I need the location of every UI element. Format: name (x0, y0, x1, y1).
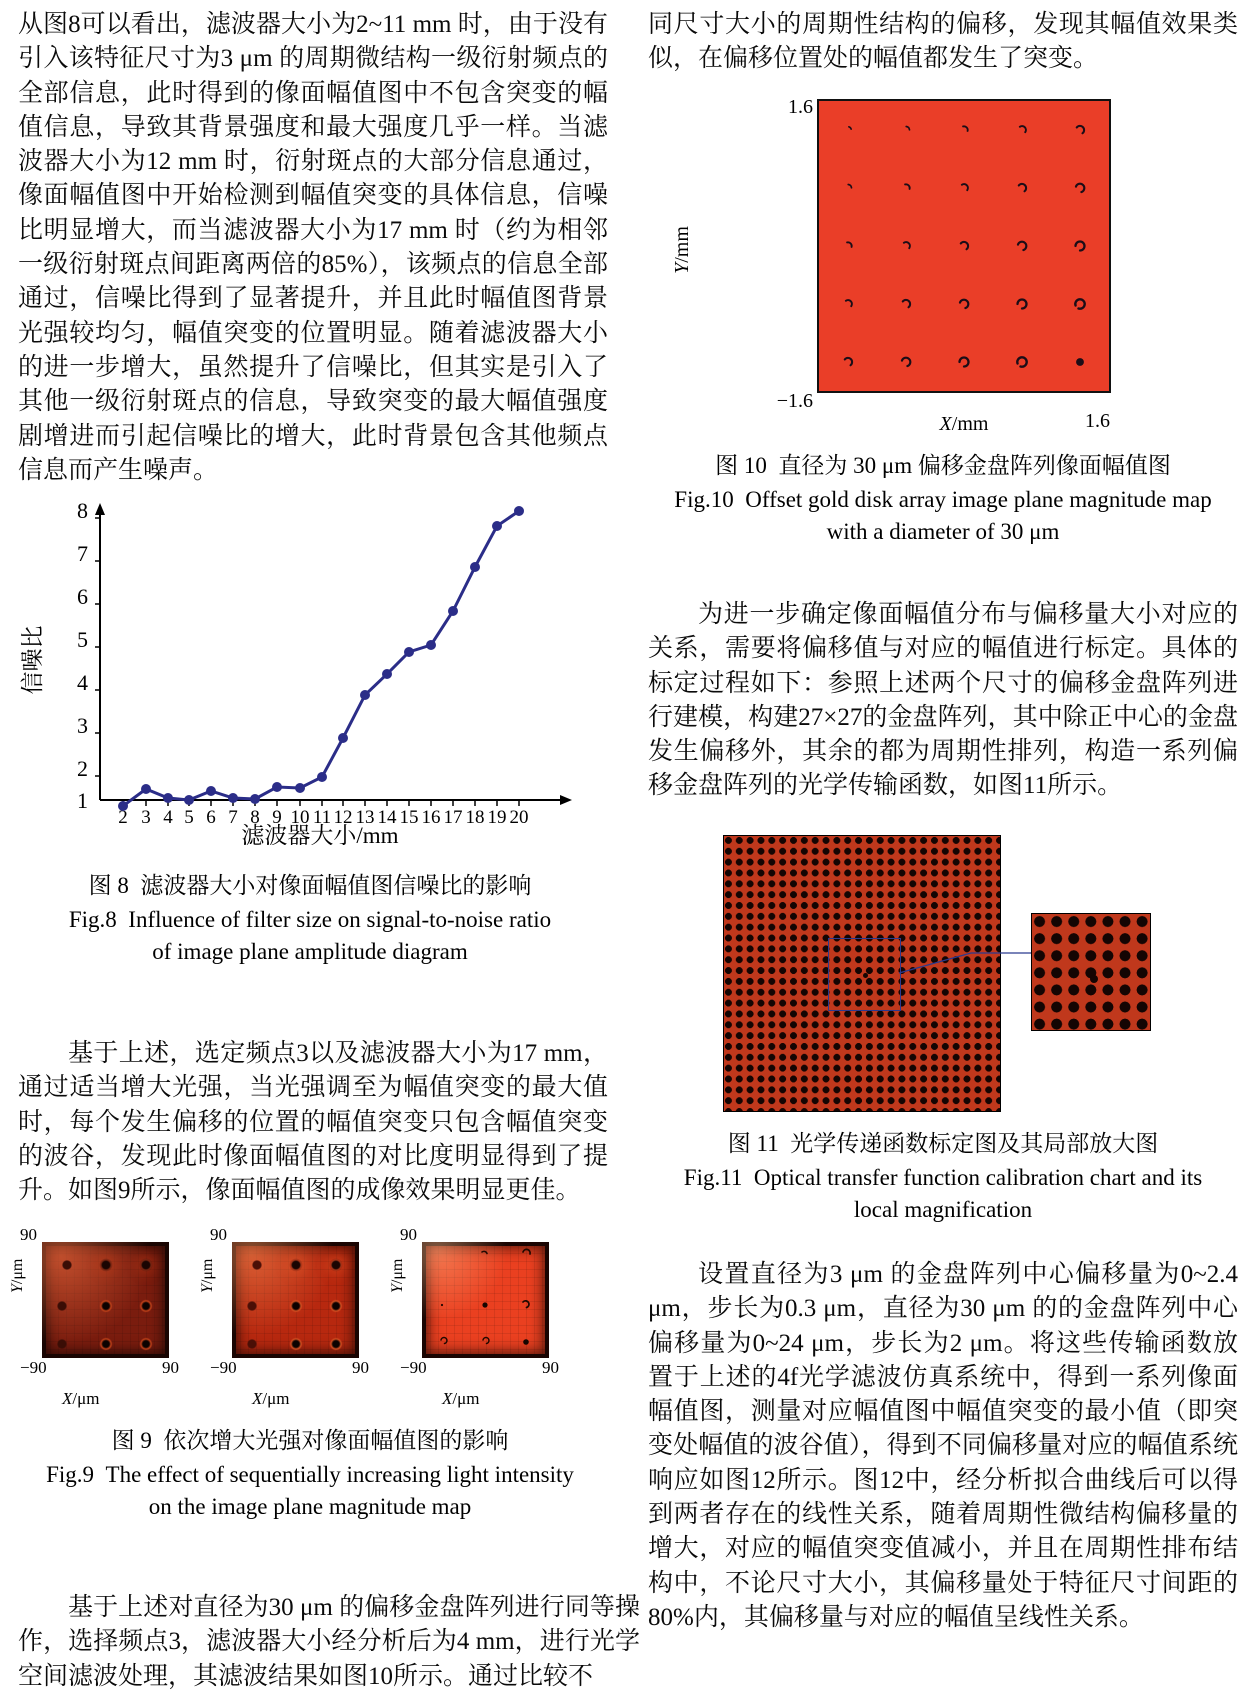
svg-text:1: 1 (77, 788, 88, 813)
svg-text:1.6: 1.6 (1085, 410, 1110, 432)
svg-text:3: 3 (77, 713, 88, 738)
svg-text:6: 6 (206, 807, 216, 828)
svg-text:1.6: 1.6 (788, 96, 813, 118)
svg-text:信噪比: 信噪比 (20, 626, 45, 695)
svg-text:−1.6: −1.6 (777, 390, 813, 412)
svg-text:6: 6 (77, 584, 88, 609)
svg-text:20: 20 (510, 807, 529, 828)
svg-text:7: 7 (77, 541, 88, 566)
svg-text:X/mm: X/mm (939, 413, 989, 435)
svg-text:18: 18 (466, 807, 485, 828)
svg-text:4: 4 (163, 807, 173, 828)
svg-text:滤波器大小/mm: 滤波器大小/mm (241, 823, 398, 845)
svg-text:16: 16 (422, 807, 441, 828)
svg-text:5: 5 (184, 807, 194, 828)
svg-text:3: 3 (141, 807, 151, 828)
svg-text:4: 4 (77, 670, 88, 695)
svg-text:15: 15 (400, 807, 419, 828)
svg-text:8: 8 (77, 500, 88, 523)
svg-text:17: 17 (444, 807, 463, 828)
svg-text:Y/mm: Y/mm (671, 226, 693, 274)
svg-text:2: 2 (77, 756, 88, 781)
svg-text:5: 5 (77, 627, 88, 652)
svg-text:19: 19 (488, 807, 507, 828)
svg-text:7: 7 (228, 807, 238, 828)
